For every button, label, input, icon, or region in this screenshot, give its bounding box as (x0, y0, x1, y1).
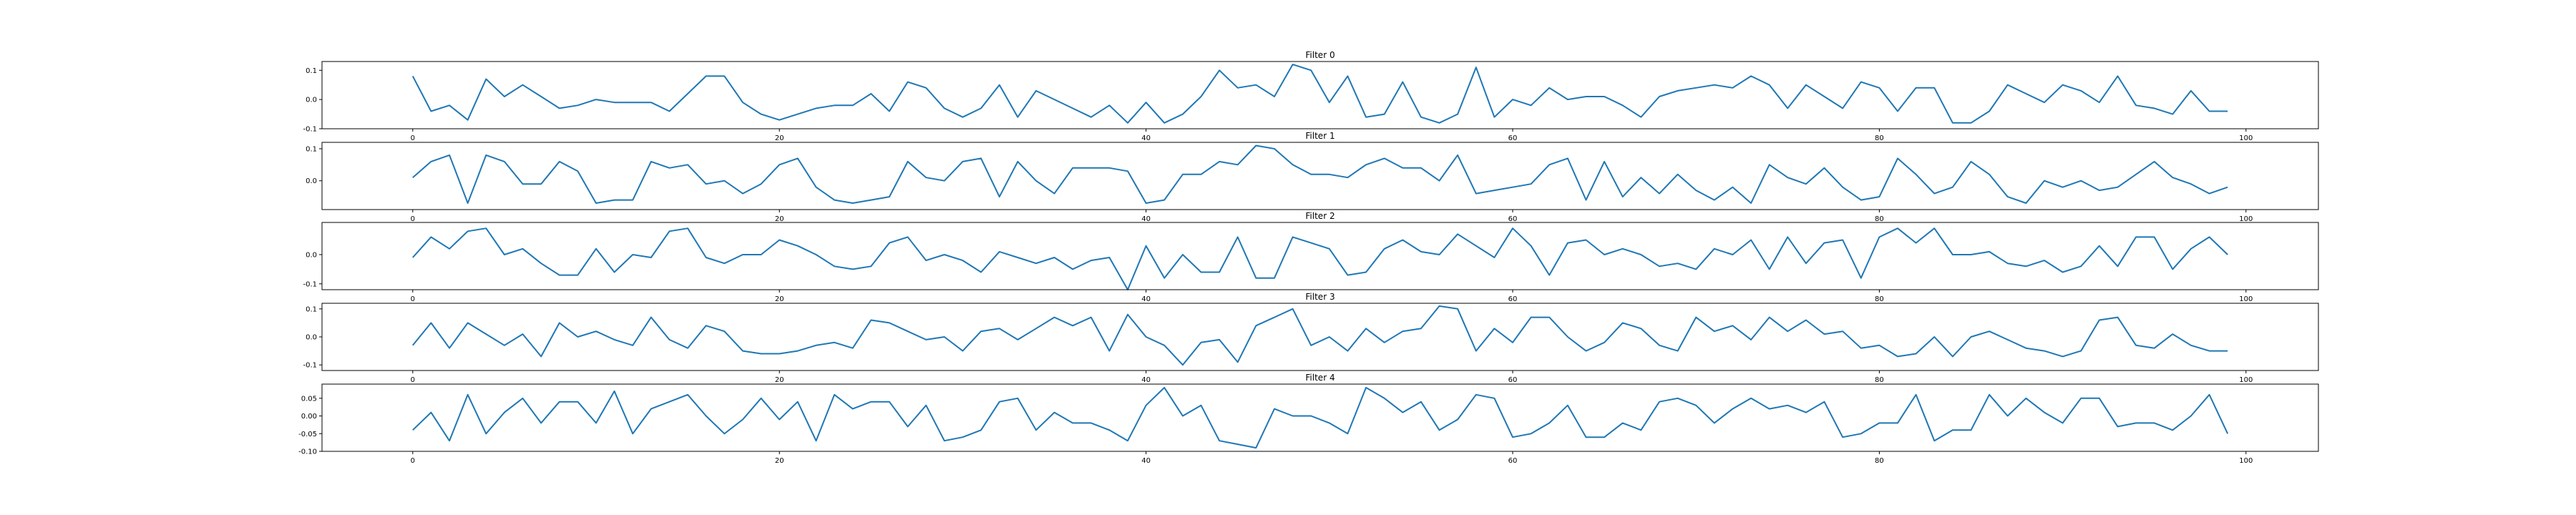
x-tick-label: 60 (1508, 376, 1518, 384)
y-tick-label: 0.0 (306, 334, 317, 342)
axes-frame (321, 303, 2319, 371)
chart-title: Filter 3 (1305, 292, 1335, 302)
x-tick-label: 80 (1875, 295, 1884, 303)
y-tick-label: 0.05 (301, 395, 317, 403)
x-tick-label: 0 (411, 295, 415, 303)
x-tick-label: 100 (2239, 376, 2253, 384)
axes-frame (321, 142, 2319, 210)
axes-frame (321, 222, 2319, 290)
x-tick-label: 100 (2239, 457, 2253, 465)
x-tick-label: 20 (775, 295, 784, 303)
x-tick-label: 20 (775, 457, 784, 465)
x-tick-label: 20 (775, 134, 784, 142)
x-tick-label: 0 (411, 134, 415, 142)
series-line (412, 144, 2228, 204)
x-tick-label: 40 (1141, 134, 1151, 142)
x-tick-label: 80 (1875, 457, 1884, 465)
chart-panel-3: Filter 3 0 20 40 60 80 100 -0.1 0.0 0.1 (303, 292, 2319, 384)
x-tick-label: 40 (1141, 376, 1151, 384)
y-tick-label: -0.1 (303, 362, 317, 370)
x-tick-label: 40 (1141, 457, 1151, 465)
y-tick-label: -0.05 (298, 431, 317, 438)
series-line (412, 386, 2229, 449)
chart-title: Filter 4 (1305, 373, 1335, 383)
x-tick-label: 80 (1875, 134, 1884, 142)
series-line (411, 64, 2228, 124)
y-tick-label: 0.0 (306, 177, 317, 185)
x-tick-label: 0 (411, 376, 415, 384)
x-tick-label: 40 (1141, 295, 1151, 303)
x-tick-label: 60 (1508, 457, 1518, 465)
y-tick-label: 0.0 (306, 97, 317, 104)
y-tick-label: -0.1 (303, 280, 317, 288)
x-tick-label: 60 (1508, 215, 1518, 223)
x-tick-label: 0 (411, 457, 415, 465)
y-tick-label: 0.1 (306, 305, 317, 313)
y-tick-label: 0.0 (306, 251, 317, 259)
chart-title: Filter 1 (1305, 131, 1335, 141)
x-tick-label: 80 (1875, 215, 1884, 223)
x-tick-label: 100 (2239, 215, 2253, 223)
x-tick-label: 80 (1875, 376, 1884, 384)
x-tick-label: 60 (1508, 295, 1518, 303)
x-tick-label: 100 (2239, 295, 2253, 303)
x-tick-label: 20 (775, 376, 784, 384)
chart-panel-4: Filter 4 0 20 40 60 80 100 -0.10 -0.05 0.00 0.05 (298, 373, 2319, 465)
x-tick-label: 0 (411, 215, 415, 223)
chart-panel-1: Filter 1 0 20 40 60 80 100 0.0 0.1 (306, 131, 2319, 223)
series-line (412, 305, 2228, 366)
chart-title: Filter 2 (1305, 211, 1335, 221)
x-tick-label: 60 (1508, 134, 1518, 142)
chart-panel-0: Filter 0 0 20 40 60 80 100 -0.1 0.0 0.1 (303, 50, 2319, 142)
axes-frame (321, 383, 2319, 452)
x-tick-label: 100 (2239, 134, 2253, 142)
y-tick-label: 0.00 (301, 413, 317, 421)
y-tick-label: -0.10 (298, 448, 317, 456)
chart-panel-2: Filter 2 0 20 40 60 80 100 -0.1 0.0 (303, 211, 2319, 303)
x-tick-label: 40 (1141, 215, 1151, 223)
y-tick-label: 0.1 (306, 67, 317, 75)
y-tick-label: 0.1 (306, 145, 317, 153)
axes-frame (321, 61, 2319, 129)
x-tick-label: 20 (775, 215, 784, 223)
series-line (412, 227, 2228, 290)
chart-title: Filter 0 (1305, 50, 1335, 60)
y-tick-label: -0.1 (303, 126, 317, 134)
